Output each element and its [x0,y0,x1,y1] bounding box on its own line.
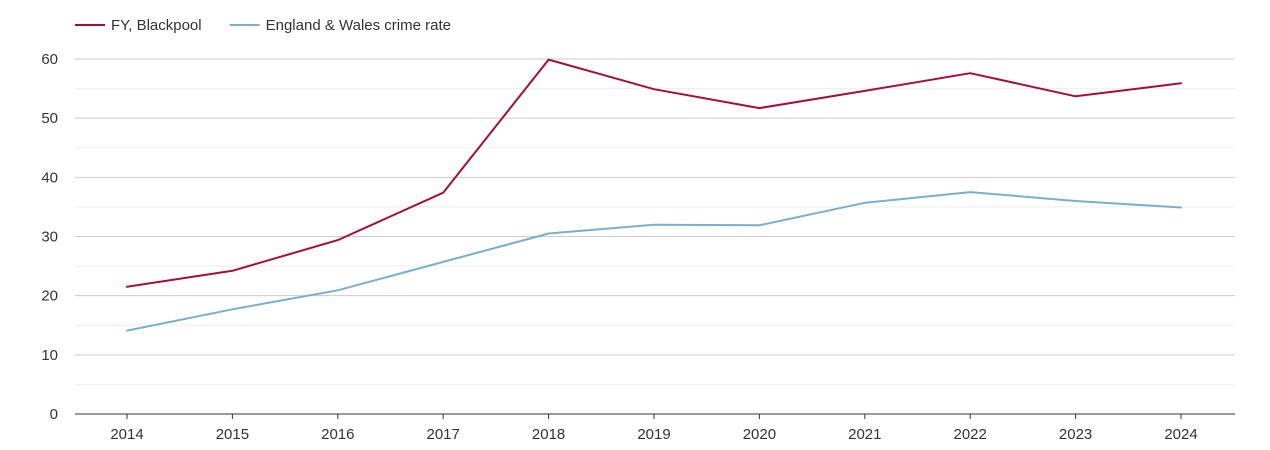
y-tick-label: 30 [41,229,58,246]
series-line [126,58,1182,288]
x-tick-label: 2016 [321,426,354,443]
grid-lines [75,58,1235,385]
y-axis: 0 10 20 30 40 50 60 [41,51,58,423]
x-tick-label: 2017 [427,426,460,443]
x-tick-label: 2023 [1059,426,1092,443]
x-tick-label: 2015 [216,426,249,443]
legend: FY, Blackpool England & Wales crime rate [75,17,451,34]
x-tick-label: 2018 [532,426,565,443]
x-tick-label: 2021 [848,426,881,443]
y-tick-label: 60 [41,51,58,68]
y-tick-label: 10 [41,347,58,364]
y-tick-label: 50 [41,110,58,127]
x-tick-label: 2024 [1164,426,1197,443]
x-tick-label: 2019 [637,426,670,443]
y-tick-label: 0 [50,406,58,423]
series-line [126,191,1182,332]
x-tick-label: 2014 [110,426,143,443]
legend-label: England & Wales crime rate [266,17,451,34]
x-tick-label: 2022 [954,426,987,443]
series-group [126,58,1182,332]
x-axis: 2014 2015 2016 2017 2018 2019 2020 2021 2022 2023… [75,413,1235,443]
y-tick-label: 40 [41,169,58,186]
y-tick-label: 20 [41,288,58,305]
x-tick-label: 2020 [743,426,776,443]
legend-label: FY, Blackpool [111,17,202,34]
